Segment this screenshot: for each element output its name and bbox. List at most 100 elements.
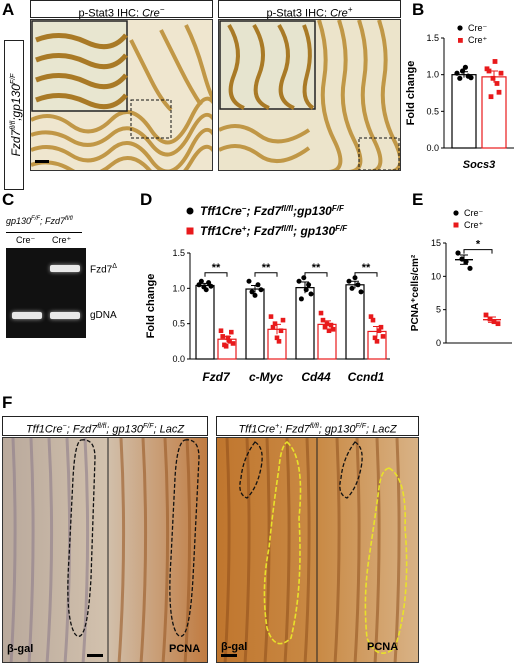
chart-b-point [488, 94, 494, 100]
chart-d-point [296, 278, 302, 284]
chart-b-point [486, 68, 492, 74]
chart-d-point [376, 328, 382, 334]
ihc-tissue-cre-plus [219, 20, 400, 170]
chart-d-point [258, 287, 264, 293]
chart-d-point [372, 335, 378, 341]
chart-b-y-tick-label: 0.5 [426, 106, 439, 116]
chart-d-point [368, 314, 374, 319]
chart-d-significance: ** [362, 262, 371, 274]
chart-e-legend-cre-minus: Cre⁻ [464, 208, 484, 218]
chart-e-point [459, 256, 465, 262]
chart-d-point [246, 278, 252, 284]
chart-d: Tff1Cre−; Fzd7fl/fl;gp130F/F Tff1Cre+; Fz… [145, 204, 390, 384]
chart-d-significance-bracket [354, 272, 378, 277]
chart-d-point [301, 275, 307, 281]
gel-header: gp130F/F; Fzd7fl/fl [6, 216, 73, 226]
chart-d-bar [345, 284, 365, 360]
chart-d-legend-cre-plus: Tff1Cre+; Fzd7fl/fl; gp130F/F [200, 224, 348, 239]
chart-d-point [203, 287, 209, 293]
panel-f-left-header: Tff1Cre−; Fzd7fl/fl; gp130F/F; LacZ [2, 416, 208, 436]
panel-a-left-header: p-Stat3 IHC: Cre− [30, 0, 213, 20]
chart-e-legend-marker-cre-minus [453, 210, 459, 216]
chart-d-point [228, 329, 234, 335]
chart-d-legend-marker-cre-minus [186, 207, 194, 215]
chart-e-point [467, 265, 473, 271]
chart-d-significance: ** [262, 262, 271, 274]
chart-d-x-category: Cd44 [301, 370, 331, 384]
gel-band-gdna-1 [12, 312, 42, 319]
chart-b-point [494, 81, 500, 86]
chart-b-point [460, 68, 466, 74]
chart-b-x-label: Socs3 [463, 159, 495, 171]
chart-d-bar [295, 287, 315, 360]
gel-band-fzd7-cre-plus [50, 265, 80, 272]
chart-d-significance: ** [312, 262, 321, 274]
chart-d-point [330, 327, 336, 332]
chart-d-point [278, 328, 284, 334]
chart-d-point [308, 291, 314, 297]
lacz-image-cre-plus: β-gal PCNA [216, 437, 419, 663]
chart-d-legend-marker-cre-plus [186, 227, 194, 235]
chart-d-point [358, 289, 364, 295]
chart-d-point [218, 328, 224, 334]
chart-e-point [455, 250, 461, 256]
chart-d-point [206, 280, 212, 286]
chart-d-legend-cre-minus: Tff1Cre−; Fzd7fl/fl;gp130F/F [200, 204, 345, 219]
chart-d-significance-bracket [304, 272, 328, 277]
panel-e-label: E [412, 190, 424, 209]
chart-d-point [255, 282, 261, 288]
chart-b-point [462, 64, 468, 70]
chart-d-point [198, 278, 204, 284]
chart-e-significance: * [476, 239, 481, 251]
chart-e: Cre⁻ Cre⁺ 0 5 10 15 PCNA⁺cells/cm² * [410, 208, 512, 348]
gel-band-label-fzd7: Fzd7Δ [90, 263, 117, 276]
chart-d-y-label: Fold change [145, 274, 157, 339]
ihc-image-cre-minus [30, 19, 213, 171]
ihc-image-cre-plus [218, 19, 401, 171]
panel-f-right-header: Tff1Cre+; Fzd7fl/fl; gp130F/F; LacZ [216, 416, 419, 436]
chart-d-point [324, 321, 330, 326]
chart-d-x-category: Fzd7 [202, 370, 231, 384]
chart-e-point [491, 319, 497, 325]
chart-b-point [468, 75, 474, 81]
chart-d-y-tick-label: 0.5 [172, 319, 185, 329]
chart-d-point [272, 321, 278, 326]
chart-b-legend-cre-minus: Cre⁻ [468, 23, 488, 33]
gel-band-label-gdna: gDNA [90, 310, 117, 321]
bgal-label-cre-minus: β-gal [7, 643, 34, 655]
lacz-tissue-cre-plus [217, 438, 418, 662]
chart-d-significance-bracket [254, 272, 278, 277]
chart-e-point [487, 316, 493, 322]
chart-b-y-tick-label: 1.5 [426, 33, 439, 43]
panel-d-label: D [140, 190, 153, 209]
chart-b-legend-marker-cre-minus [457, 25, 463, 31]
chart-d-point [346, 278, 352, 284]
panel-c-label: C [2, 190, 15, 209]
chart-d-point [220, 334, 226, 339]
chart-d-x-category: c-Myc [249, 370, 283, 384]
chart-d-point [320, 317, 326, 323]
gel-header-underline [6, 232, 82, 233]
chart-b-point [457, 75, 463, 81]
panel-a-side-label: Fzd7fl/fl;gp130F/F [4, 40, 24, 190]
chart-d-point [380, 334, 386, 339]
chart-d-point [249, 289, 255, 295]
lacz-image-cre-minus: β-gal PCNA [2, 437, 208, 663]
chart-b-y-label: Fold change [405, 61, 417, 126]
chart-e-point [495, 321, 501, 327]
chart-d-y-tick-label: 1.0 [172, 283, 185, 293]
chart-d-point [227, 339, 232, 344]
chart-e-legend-cre-plus: Cre⁺ [464, 220, 484, 230]
chart-d-point [318, 310, 324, 316]
chart-d-y-tick-label: 1.5 [172, 248, 185, 258]
gel-lane-label-2: Cre⁺ [52, 235, 72, 245]
chart-e-y-label: PCNA⁺cells/cm² [410, 254, 421, 331]
chart-d-significance-bracket [204, 272, 228, 277]
chart-b: 0.0 0.5 1.0 1.5 Fold change Socs3 Cre⁻ Cre⁺ [405, 23, 514, 171]
chart-d-point [252, 292, 258, 298]
chart-b-point [496, 89, 502, 95]
chart-e-significance-bracket [463, 249, 493, 254]
chart-d-point [274, 335, 280, 341]
chart-b-point [490, 75, 496, 81]
bgal-label-cre-plus: β-gal [221, 641, 248, 653]
